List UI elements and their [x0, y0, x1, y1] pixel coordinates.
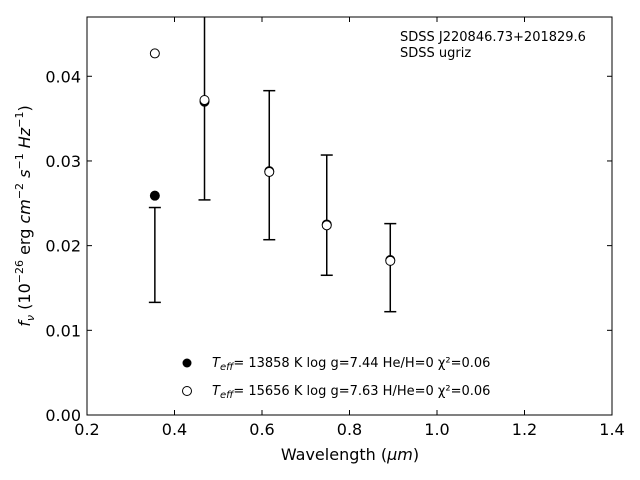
x-tick-label: 0.2 — [74, 420, 99, 439]
model-point-open — [385, 255, 396, 266]
legend-marker-open — [182, 386, 192, 396]
y-axis-label: fν (10−26 erg cm−2 s−1 Hz−1) — [13, 105, 37, 326]
y-tick-label: 0.04 — [45, 67, 81, 86]
x-axis-label: Wavelength (μm) — [281, 445, 419, 464]
errorbar-layer — [148, 17, 397, 313]
x-tick-label: 0.8 — [337, 420, 362, 439]
legend: Teff= 13858 K log g=7.44 He/H=0 χ²=0.06 … — [182, 356, 490, 401]
tick-layer: 0.2 0.4 0.6 0.8 1.0 1.2 1.4 0.00 0.01 0.02 0.03 0.0… — [45, 17, 625, 439]
legend-entry-2: Teff= 15656 K log g=7.63 H/He=0 χ²=0.06 — [212, 384, 490, 401]
marker-layer — [149, 48, 396, 266]
y-tick-label: 0.03 — [45, 152, 81, 171]
object-name-annotation: SDSS J220846.73+201829.6 — [400, 30, 586, 45]
legend-entry-1: Teff= 13858 K log g=7.44 He/H=0 χ²=0.06 — [212, 356, 490, 373]
model-point-open — [321, 220, 332, 231]
x-tick-label: 1.2 — [512, 420, 537, 439]
model-point-open — [199, 94, 210, 105]
model-point-open — [264, 166, 275, 177]
filter-set-annotation: SDSS ugriz — [400, 46, 471, 61]
plot-frame — [86, 16, 613, 416]
legend-marker-filled — [182, 358, 192, 368]
x-tick-label: 0.4 — [162, 420, 187, 439]
y-tick-label: 0.01 — [45, 321, 81, 340]
y-tick-label: 0.00 — [45, 406, 81, 425]
x-tick-label: 1.0 — [424, 420, 449, 439]
x-tick-label: 0.6 — [249, 420, 274, 439]
model-point-open — [149, 48, 160, 59]
model-point-filled — [149, 190, 160, 201]
x-tick-label: 1.4 — [599, 420, 624, 439]
y-tick-label: 0.02 — [45, 237, 81, 256]
